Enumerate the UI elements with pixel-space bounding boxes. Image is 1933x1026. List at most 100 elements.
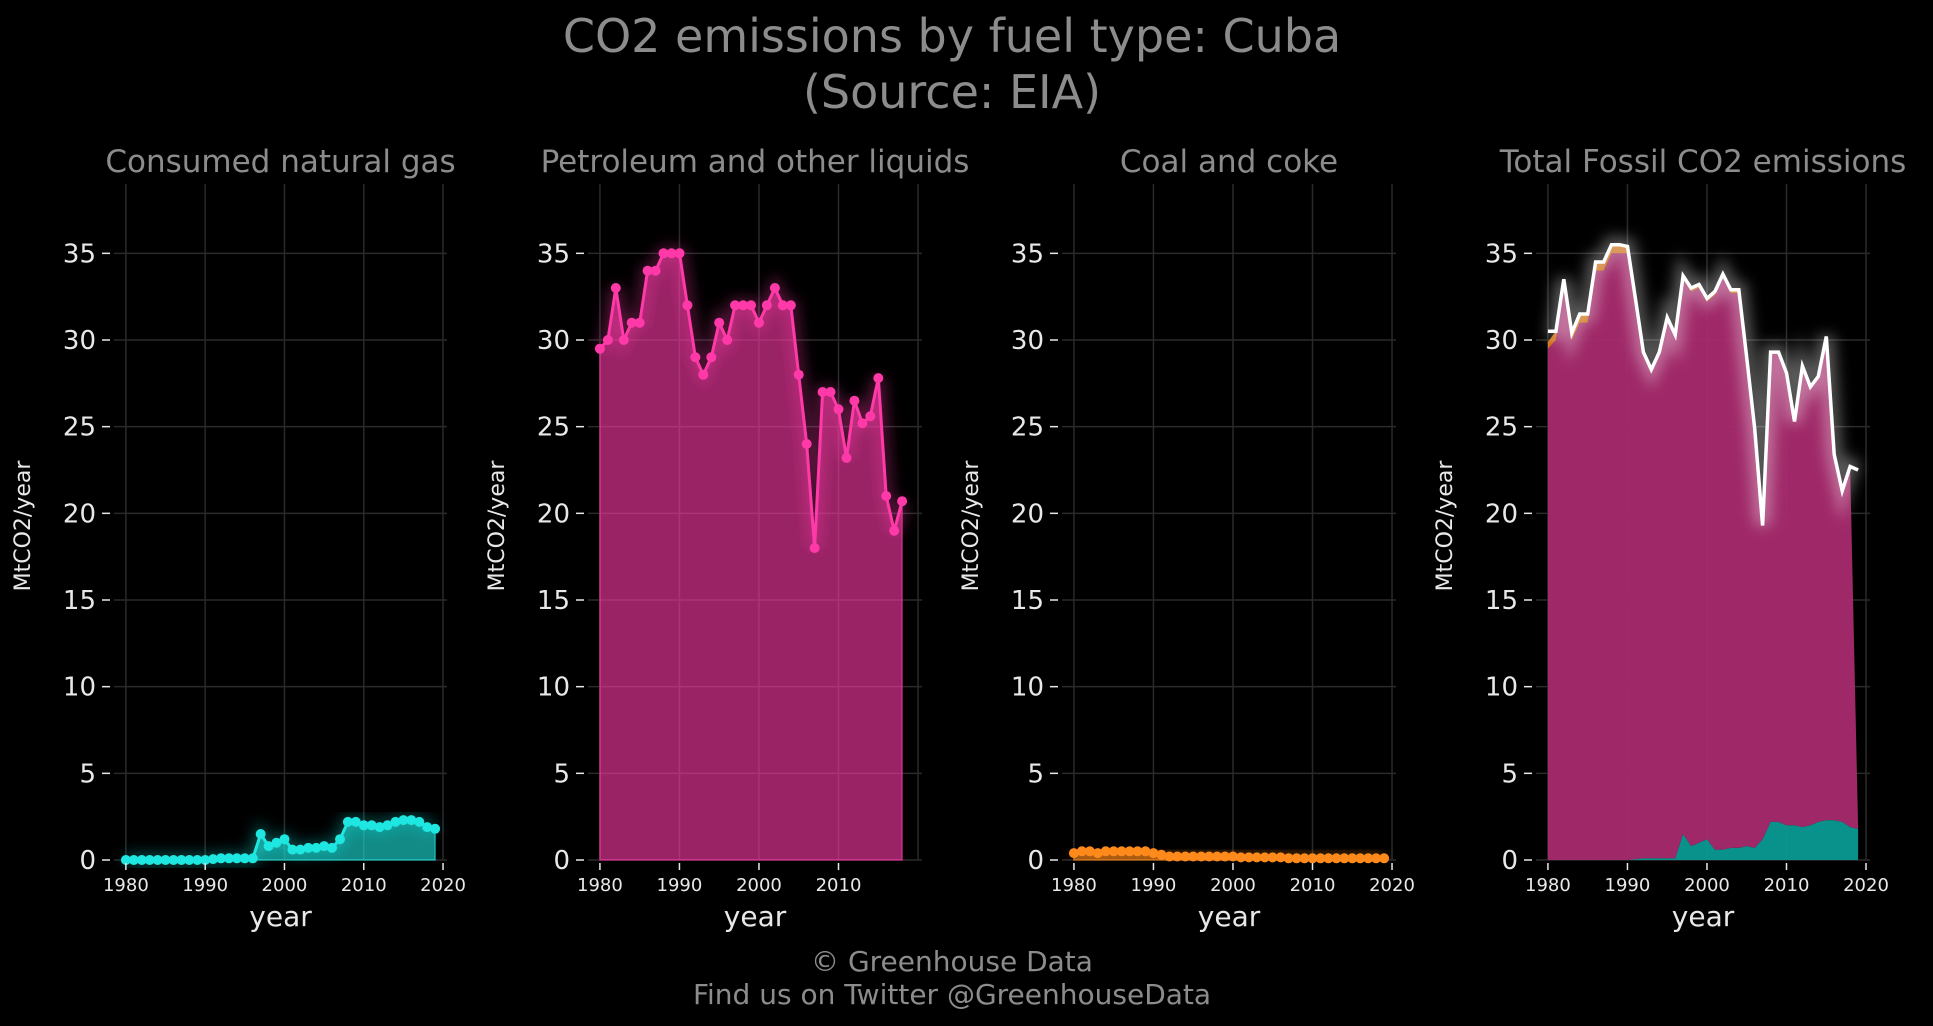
subplot-1: Consumed natural gas 0 5 10 15 20 25 30 35 1980 19…	[11, 144, 466, 933]
data-point	[120, 855, 131, 865]
data-point	[1339, 853, 1350, 864]
footer-copyright: © Greenhouse Data	[811, 945, 1093, 978]
y-tick-label: 0	[1027, 846, 1044, 876]
data-point	[873, 373, 884, 384]
figure-title-line2: (Source: EIA)	[803, 65, 1101, 119]
y-tick-label: 20	[1011, 499, 1044, 529]
stack-layer-2	[1547, 253, 1859, 861]
y-tick-label: 20	[1485, 499, 1518, 529]
data-point	[144, 855, 155, 865]
data-point	[833, 404, 844, 415]
data-point	[398, 815, 409, 826]
data-point	[1371, 853, 1382, 864]
subplot-2: Petroleum and other liquids 0 5 10 15 20 25 30 3…	[485, 144, 969, 933]
y-tick-label: 30	[1011, 326, 1044, 356]
data-point	[801, 439, 812, 449]
data-point	[1132, 846, 1143, 857]
y-tick-label: 30	[63, 326, 96, 356]
data-point	[263, 841, 274, 852]
data-point	[650, 265, 661, 276]
data-point	[200, 855, 211, 865]
y-tick-label: 0	[553, 846, 570, 876]
data-point	[658, 248, 669, 259]
x-tick-label: 2000	[1210, 875, 1256, 896]
x-tick-label: 2000	[1684, 875, 1730, 896]
data-point	[1347, 853, 1358, 864]
data-point	[152, 855, 163, 865]
data-point	[793, 369, 804, 380]
y-tick-label: 10	[537, 673, 570, 703]
y-tick-label: 15	[1011, 586, 1044, 616]
x-tick-label: 1990	[1131, 875, 1177, 896]
data-point	[279, 834, 290, 845]
data-point	[1283, 853, 1294, 864]
data-point	[738, 300, 749, 311]
data-point	[761, 300, 772, 311]
x-tick-label: 2010	[341, 875, 387, 896]
data-point	[1379, 853, 1390, 864]
data-point	[897, 496, 908, 507]
figure-title-line1: CO2 emissions by fuel type: Cuba	[563, 9, 1341, 63]
data-point	[1259, 852, 1270, 863]
data-point	[1275, 852, 1286, 863]
data-point	[374, 822, 385, 833]
data-point	[287, 844, 298, 855]
data-point	[722, 335, 733, 345]
data-point	[849, 395, 860, 406]
data-point	[809, 543, 820, 553]
subplot-panels: Consumed natural gas 0 5 10 15 20 25 30 35 1980 19…	[11, 144, 1906, 933]
data-point	[1315, 853, 1326, 864]
data-point	[881, 491, 892, 501]
x-tick-label: 2010	[1764, 875, 1810, 896]
data-point	[825, 387, 836, 397]
data-point	[817, 387, 828, 397]
x-tick-label: 2010	[816, 875, 862, 896]
data-point	[192, 855, 203, 865]
data-point	[682, 300, 693, 311]
data-point	[247, 853, 258, 864]
data-point	[382, 820, 393, 831]
data-point	[1243, 852, 1254, 863]
data-point	[319, 841, 330, 852]
data-point	[1220, 851, 1230, 862]
data-point	[889, 525, 900, 536]
data-point	[698, 369, 709, 380]
subplot-3: Coal and coke 0 5 10 15 20 25 30 35 1980 1990 2000 2…	[959, 144, 1415, 933]
y-axis-label: MtCO2/year	[959, 460, 984, 592]
y-tick-label: 25	[63, 413, 96, 443]
subplot-title: Total Fossil CO2 emissions	[1499, 144, 1907, 180]
subplot-4: Total Fossil CO2 emissions 0 5 10 15 20 25 30 35…	[1433, 144, 1906, 933]
x-axis-label: year	[1672, 900, 1735, 933]
data-point	[777, 300, 788, 311]
data-point	[1291, 853, 1302, 864]
data-point	[754, 317, 764, 328]
footer-twitter: Find us on Twitter @GreenhouseData	[693, 978, 1211, 1011]
data-point	[1204, 851, 1215, 862]
data-point	[430, 823, 441, 834]
data-point	[618, 335, 629, 345]
data-point	[295, 844, 306, 855]
x-tick-label: 2020	[1843, 875, 1889, 896]
data-point	[1307, 853, 1318, 864]
data-point	[176, 855, 187, 865]
x-axis-label: year	[1198, 900, 1261, 933]
data-point	[730, 300, 741, 311]
y-tick-label: 15	[1485, 586, 1518, 616]
data-point	[1068, 848, 1079, 859]
x-tick-label: 2020	[1369, 875, 1415, 896]
data-point	[674, 248, 685, 259]
data-point	[602, 335, 613, 345]
y-tick-label: 35	[63, 239, 96, 269]
data-point	[1212, 851, 1223, 862]
data-point	[1323, 853, 1334, 864]
data-point	[1092, 848, 1103, 859]
x-tick-label: 1980	[1525, 875, 1571, 896]
subplot-title: Petroleum and other liquids	[541, 144, 970, 180]
data-point	[390, 816, 401, 827]
y-tick-label: 15	[537, 586, 570, 616]
data-point	[1251, 852, 1262, 863]
data-point	[1076, 846, 1087, 857]
x-tick-label: 1990	[657, 875, 703, 896]
data-point	[414, 816, 425, 827]
data-point	[224, 853, 234, 864]
